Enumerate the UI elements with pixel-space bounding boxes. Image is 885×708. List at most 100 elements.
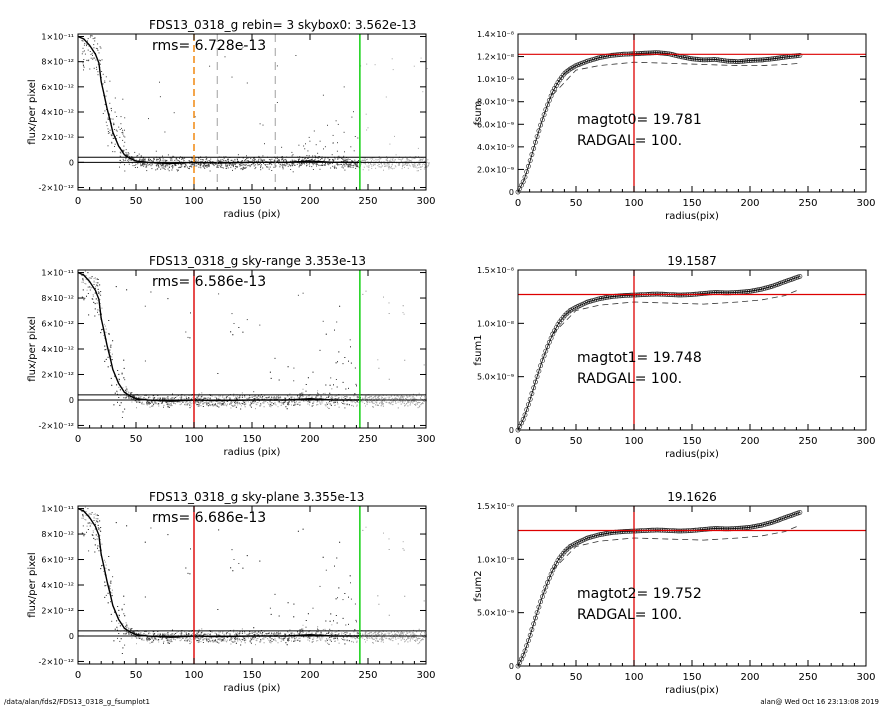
scatter-point [336, 398, 338, 400]
scatter-point [269, 404, 271, 406]
scatter-point [131, 156, 133, 157]
scatter-point [100, 47, 102, 49]
scatter-point [274, 398, 276, 400]
scatter-point [202, 165, 204, 167]
scatter-point [163, 398, 165, 400]
scatter-point [389, 403, 391, 405]
scatter-point [383, 400, 385, 402]
scatter-point [282, 402, 284, 404]
scatter-point [311, 166, 313, 168]
scatter-point [209, 398, 210, 400]
scatter-point [354, 136, 356, 137]
scatter-point [306, 160, 308, 161]
scatter-point [169, 405, 171, 407]
scatter-point [106, 109, 108, 110]
scatter-point [170, 159, 172, 161]
scatter-point [389, 401, 390, 403]
scatter-point [316, 404, 317, 406]
scatter-point [151, 405, 153, 407]
scatter-point [124, 141, 126, 143]
scatter-point [368, 169, 370, 171]
scatter-point [140, 159, 142, 161]
scatter-point [246, 160, 248, 162]
scatter-point [298, 162, 300, 164]
scatter-point [266, 397, 268, 399]
scatter-point [158, 405, 160, 407]
scatter-point [120, 152, 122, 154]
left2-ylabel: flux/per pixel [27, 316, 38, 381]
scatter-point [241, 169, 243, 171]
scatter-point [147, 159, 149, 161]
scatter-point [337, 164, 339, 166]
scatter-point [398, 163, 399, 165]
scatter-point [350, 166, 352, 168]
scatter-point [97, 311, 98, 313]
scatter-point [373, 397, 374, 399]
scatter-point [242, 46, 244, 48]
scatter-point [331, 397, 333, 399]
scatter-point [396, 398, 398, 400]
scatter-point [389, 143, 391, 145]
scatter-point [205, 401, 207, 403]
scatter-point [252, 159, 254, 161]
scatter-point [135, 163, 137, 165]
scatter-point [111, 110, 112, 112]
scatter-point [94, 292, 96, 294]
scatter-point [232, 160, 234, 162]
scatter-point [312, 155, 314, 157]
scatter-point [256, 163, 258, 165]
scatter-point [392, 69, 394, 71]
scatter-point [287, 402, 289, 404]
scatter-point [305, 143, 306, 145]
scatter-point [288, 164, 290, 166]
scatter-point [408, 162, 410, 164]
scatter-point [407, 405, 409, 407]
curve-marker [545, 344, 550, 349]
scatter-point [302, 159, 303, 161]
scatter-point [416, 401, 417, 403]
scatter-point [87, 49, 89, 51]
scatter-point [355, 402, 357, 404]
scatter-point [406, 160, 408, 162]
scatter-point [249, 164, 251, 166]
scatter-point [144, 305, 146, 307]
scatter-point [253, 157, 254, 159]
scatter-point [381, 397, 383, 399]
scatter-point [245, 167, 247, 169]
scatter-point [351, 404, 353, 406]
scatter-point [420, 397, 421, 399]
scatter-point [108, 113, 110, 115]
scatter-point [167, 154, 169, 156]
scatter-point [194, 158, 196, 160]
scatter-point [244, 168, 246, 169]
scatter-point [338, 397, 339, 399]
scatter-point [183, 160, 185, 161]
scatter-point [177, 398, 179, 400]
scatter-point [228, 163, 230, 164]
scatter-point [315, 144, 317, 146]
scatter-point [421, 159, 423, 161]
scatter-point [321, 158, 323, 160]
curve-marker [529, 391, 535, 396]
scatter-point [186, 404, 187, 406]
scatter-point [230, 398, 232, 400]
scatter-point [378, 160, 380, 162]
scatter-point [362, 401, 364, 403]
scatter-point [97, 299, 99, 301]
scatter-point [276, 160, 278, 162]
left2-xtick-label: 300 [416, 434, 435, 445]
scatter-point [299, 396, 301, 398]
scatter-point [286, 408, 288, 410]
scatter-point [189, 404, 191, 406]
scatter-point [130, 160, 132, 161]
scatter-point [222, 403, 224, 405]
scatter-point [214, 405, 216, 407]
scatter-point [196, 401, 198, 403]
scatter-point [244, 406, 246, 408]
scatter-point [149, 402, 151, 404]
scatter-point [414, 398, 416, 400]
scatter-point [281, 164, 283, 166]
scatter-point [403, 161, 405, 163]
scatter-point [104, 80, 106, 82]
scatter-point [258, 163, 260, 165]
